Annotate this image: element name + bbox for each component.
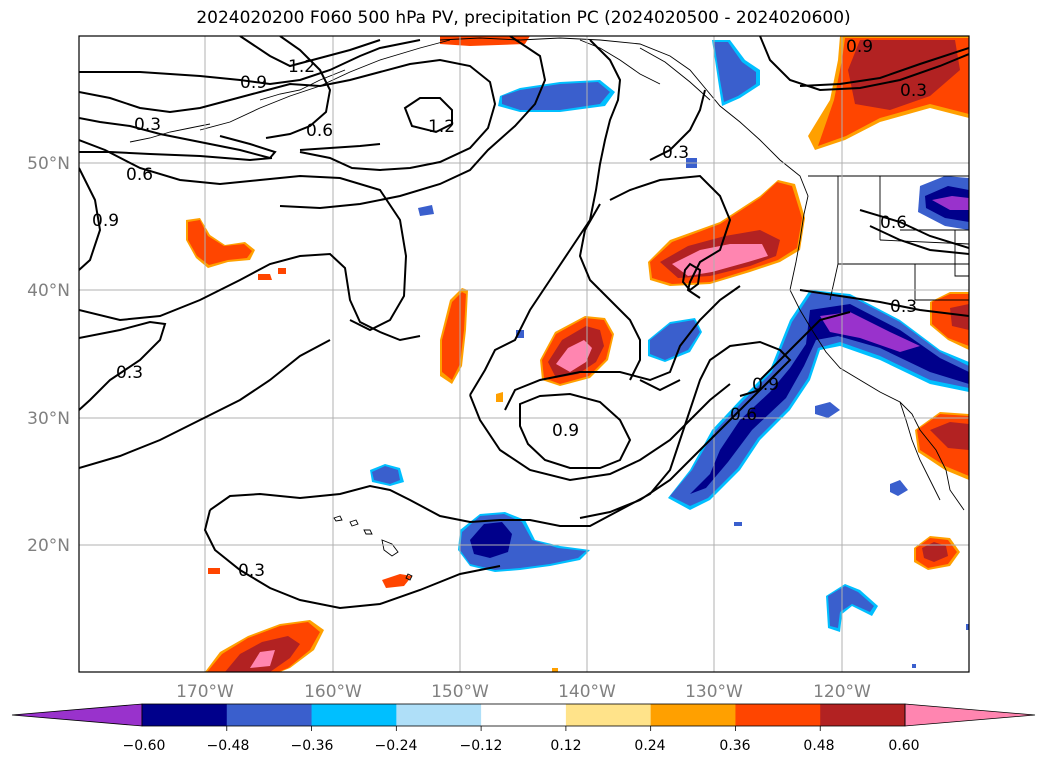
lon-label: 120°W xyxy=(813,682,871,702)
contour-label: 0.3 xyxy=(134,115,161,135)
colorbar-tick-label: 0.60 xyxy=(888,738,919,754)
colorbar-tick-label: −0.48 xyxy=(207,738,250,754)
coastline-layer xyxy=(129,37,969,581)
lon-label: 140°W xyxy=(558,682,616,702)
contour-label: 1.2 xyxy=(428,117,455,137)
contour-label: 0.9 xyxy=(752,375,779,395)
lon-label: 170°W xyxy=(176,682,234,702)
latitude-labels: 50°N 40°N 30°N 20°N xyxy=(27,154,70,556)
lon-label: 130°W xyxy=(685,682,743,702)
colorbar-tick-label: 0.12 xyxy=(550,738,581,754)
colorbar-tick-label: 0.48 xyxy=(803,738,834,754)
contour-label: 0.6 xyxy=(880,213,907,233)
colorbar-segment xyxy=(650,704,736,726)
map-frame xyxy=(78,35,970,673)
colorbar-segment xyxy=(735,704,821,726)
lat-label: 50°N xyxy=(27,154,70,174)
colorbar-tick-label: −0.36 xyxy=(291,738,334,754)
contour-label: 0.6 xyxy=(126,165,153,185)
colorbar xyxy=(11,703,1036,731)
lon-label: 160°W xyxy=(304,682,362,702)
contour-label: 0.6 xyxy=(306,121,333,141)
colorbar-segment xyxy=(565,704,652,726)
contour-label: 1.2 xyxy=(288,57,315,77)
contour-label: 0.3 xyxy=(900,81,927,101)
lat-label: 30°N xyxy=(27,409,70,429)
colorbar-segment xyxy=(311,704,397,726)
contour-label: 0.9 xyxy=(92,211,119,231)
colorbar-segment xyxy=(396,704,482,726)
contour-label: 0.9 xyxy=(552,421,579,441)
colorbar-segment xyxy=(142,704,228,726)
precip-fill-layer xyxy=(186,36,969,672)
colorbar-frame xyxy=(141,703,906,727)
map-title: 2024020200 F060 500 hPa PV, precipitatio… xyxy=(196,8,851,28)
colorbar-tick-label: 0.36 xyxy=(719,738,750,754)
contour-label: 0.3 xyxy=(116,363,143,383)
contour-label: 0.9 xyxy=(846,37,873,57)
contour-label: 0.3 xyxy=(662,143,689,163)
colorbar-extend-min xyxy=(11,703,143,727)
colorbar-segment xyxy=(226,704,313,726)
pv-contour-labels: 1.2 0.9 1.2 0.3 0.6 0.6 0.9 0.3 0.9 0.9 … xyxy=(92,37,927,581)
pv-contour-layer xyxy=(79,36,969,610)
colorbar-tick-label: −0.12 xyxy=(460,738,503,754)
longitude-labels: 170°W 160°W 150°W 140°W 130°W 120°W xyxy=(176,682,871,702)
colorbar-tick-label: 0.24 xyxy=(634,738,665,754)
lon-label: 150°W xyxy=(431,682,489,702)
lat-label: 20°N xyxy=(27,536,70,556)
contour-label: 0.6 xyxy=(730,405,757,425)
colorbar-segment xyxy=(820,704,906,726)
colorbar-tick-label: −0.60 xyxy=(123,738,166,754)
colorbar-segment xyxy=(481,704,567,726)
contour-label: 0.3 xyxy=(238,561,265,581)
graticule xyxy=(79,36,969,672)
lat-label: 40°N xyxy=(27,281,70,301)
contour-label: 0.3 xyxy=(890,297,917,317)
colorbar-tick-label: −0.24 xyxy=(375,738,418,754)
colorbar-ticks: −0.60 −0.48 −0.36 −0.24 −0.12 0.12 0.24 … xyxy=(123,738,920,754)
colorbar-extend-max xyxy=(904,703,1036,727)
contour-label: 0.9 xyxy=(240,73,267,93)
